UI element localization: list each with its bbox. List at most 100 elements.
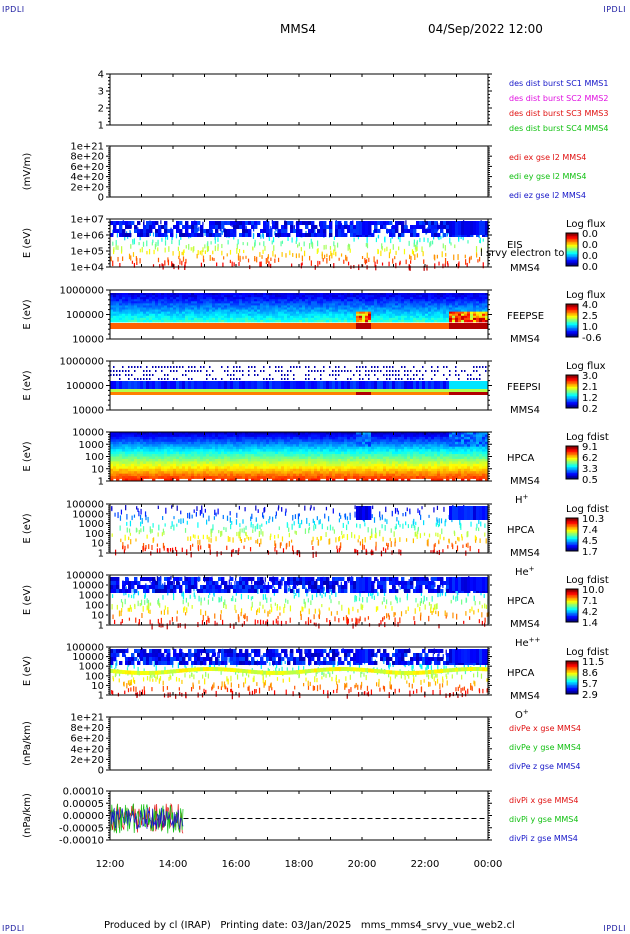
- colorbar-segment: [566, 685, 578, 687]
- panel-frame: [109, 145, 489, 198]
- colorbar-segment: [566, 402, 578, 404]
- colorbar-frame: [565, 232, 579, 267]
- y-tick-label: 1: [98, 621, 104, 632]
- colorbar-segment: [566, 543, 578, 546]
- colorbar-tick-label: 7.4: [582, 525, 598, 536]
- species-label: H+: [515, 493, 529, 506]
- colorbar-segment: [566, 375, 578, 377]
- y-tick-label: 1: [98, 549, 104, 560]
- time-tick-label: 12:00: [96, 859, 125, 870]
- colorbar-segment: [566, 462, 578, 465]
- legend-entry: des dist burst SC3 MMS3: [509, 109, 608, 118]
- colorbar-segment: [566, 248, 578, 250]
- colorbar-segment: [566, 328, 578, 330]
- colorbar-segment: [566, 616, 578, 618]
- colorbar-segment: [566, 677, 578, 680]
- colorbar-segment: [566, 391, 578, 394]
- time-tick-label: 14:00: [159, 859, 188, 870]
- colorbar-title: Log fdist: [566, 504, 609, 515]
- colorbar-segment: [566, 263, 578, 265]
- colorbar-segment: [566, 254, 578, 256]
- series-line: [110, 807, 184, 830]
- colorbar-frame: [565, 517, 579, 552]
- colorbar-segment: [566, 619, 578, 621]
- colorbar-tick-label: 1.2: [582, 393, 598, 404]
- instrument-label: HPCA: [507, 596, 535, 607]
- colorbar-segment: [566, 387, 578, 389]
- y-tick-label: 4e+20: [70, 172, 104, 183]
- y-tick-label: 10000: [72, 652, 104, 663]
- colorbar-segment: [566, 456, 578, 459]
- colorbar-segment: [566, 311, 578, 314]
- colorbar-segment: [566, 534, 578, 537]
- colorbar-tick-label: 10.3: [582, 514, 604, 525]
- y-tick-label: 100000: [66, 310, 104, 321]
- y-axis-label: (nPa/km): [22, 793, 33, 838]
- colorbar-segment: [566, 617, 578, 620]
- colorbar-segment: [566, 593, 578, 596]
- y-tick-label: 8e+20: [70, 152, 104, 163]
- colorbar-segment: [566, 528, 578, 531]
- colorbar-tick-label: 3.0: [582, 371, 598, 382]
- colorbar-segment: [566, 688, 578, 690]
- corner-tag-bl: IPDLI: [2, 924, 25, 933]
- colorbar-segment: [566, 470, 578, 472]
- y-tick-label: 0: [98, 766, 104, 777]
- legend-entry: divPi x gse MMS4: [509, 796, 578, 805]
- colorbar-tick-label: 0.0: [582, 262, 598, 273]
- colorbar-segment: [566, 473, 578, 475]
- colorbar-segment: [566, 682, 578, 684]
- colorbar-segment: [566, 691, 578, 693]
- y-tick-label: 4: [98, 70, 104, 81]
- instrument-label: FEEPSI: [507, 382, 541, 393]
- spacecraft-label: MMS4: [510, 263, 540, 274]
- y-tick-label: 100: [85, 671, 104, 682]
- y-tick-label: 6e+20: [70, 162, 104, 173]
- colorbar-segment: [566, 234, 578, 237]
- colorbar-segment: [566, 331, 578, 333]
- y-axis-label: E (eV): [22, 441, 33, 471]
- colorbar-tick-label: 0.5: [582, 475, 598, 486]
- time-tick-label: 18:00: [285, 859, 314, 870]
- colorbar-segment: [566, 236, 578, 238]
- colorbar-segment: [566, 261, 578, 264]
- colorbar-segment: [566, 674, 578, 677]
- colorbar-segment: [566, 602, 578, 605]
- y-tick-label: 100: [85, 529, 104, 540]
- colorbar-segment: [566, 323, 578, 326]
- colorbar-segment: [566, 329, 578, 332]
- colorbar-segment: [566, 396, 578, 398]
- y-tick-label: 10000: [72, 581, 104, 592]
- colorbar-tick-label: 5.7: [582, 679, 598, 690]
- y-tick-label: 2e+20: [70, 755, 104, 766]
- y-tick-label: 1000000: [59, 286, 104, 297]
- colorbar-segment: [566, 613, 578, 615]
- colorbar-segment: [566, 382, 578, 385]
- colorbar-tick-label: 0.0: [582, 251, 598, 262]
- colorbar-segment: [566, 679, 578, 681]
- colorbar-segment: [566, 313, 578, 315]
- y-tick-label: 100: [85, 452, 104, 463]
- colorbar-frame: [565, 588, 579, 623]
- y-tick-label: 100000: [66, 571, 104, 582]
- colorbar-segment: [566, 665, 578, 668]
- colorbar-segment: [566, 670, 578, 672]
- legend-entry: des dist burst SC1 MMS1: [509, 79, 608, 88]
- colorbar-segment: [566, 668, 578, 671]
- colorbar-segment: [566, 525, 578, 528]
- colorbar-segment: [566, 596, 578, 599]
- y-tick-label: 1000: [79, 440, 104, 451]
- colorbar-title: Log fdist: [566, 647, 609, 658]
- colorbar-segment: [566, 461, 578, 463]
- colorbar-segment: [566, 686, 578, 689]
- legend-entry: des dist burst SC4 MMS4: [509, 124, 608, 133]
- colorbar-segment: [566, 245, 578, 247]
- colorbar-segment: [566, 447, 578, 450]
- y-tick-label: 4e+20: [70, 744, 104, 755]
- colorbar-segment: [566, 455, 578, 457]
- colorbar-frame: [565, 660, 579, 695]
- colorbar-segment: [566, 320, 578, 323]
- colorbar-segment: [566, 468, 578, 471]
